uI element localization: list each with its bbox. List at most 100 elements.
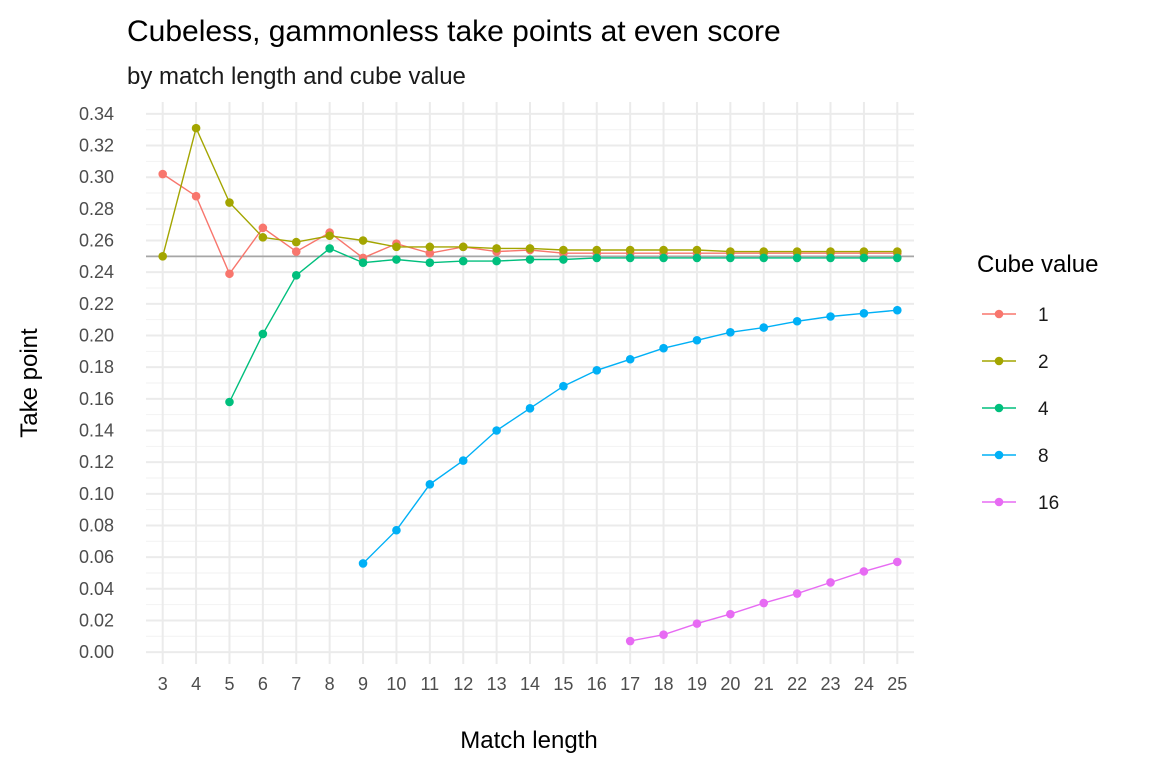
x-tick-label: 6 xyxy=(258,674,268,694)
legend-key-point xyxy=(994,403,1004,413)
data-point xyxy=(792,247,802,256)
y-tick-label: 0.32 xyxy=(79,136,114,156)
x-tick-label: 18 xyxy=(654,674,674,694)
data-point xyxy=(726,253,735,263)
data-point xyxy=(859,247,869,256)
legend-label: 1 xyxy=(1038,305,1049,326)
data-point xyxy=(559,381,568,391)
data-point xyxy=(759,247,769,256)
data-point xyxy=(692,245,702,255)
data-point xyxy=(692,335,702,345)
series-layer xyxy=(158,123,902,646)
data-point xyxy=(425,248,435,258)
x-tick-label: 9 xyxy=(358,674,368,694)
y-tick-label: 0.10 xyxy=(79,484,114,504)
data-point xyxy=(759,598,769,608)
y-tick-label: 0.08 xyxy=(79,515,114,535)
data-point xyxy=(392,525,401,535)
x-tick-label: 10 xyxy=(386,674,406,694)
legend-items: 1 2 4 8 16 xyxy=(982,305,1059,514)
data-point xyxy=(458,242,468,252)
x-tick-label: 19 xyxy=(687,674,707,694)
data-point xyxy=(859,567,869,576)
data-point xyxy=(792,589,802,598)
legend-item-2: 2 xyxy=(982,352,1049,373)
x-tick-label: 4 xyxy=(191,674,201,694)
data-point xyxy=(358,236,368,245)
data-point xyxy=(792,253,802,263)
x-tick-label: 14 xyxy=(520,674,540,694)
data-point xyxy=(726,247,735,256)
y-tick-label: 0.30 xyxy=(79,167,114,187)
data-point xyxy=(258,223,268,233)
y-tick-label: 0.14 xyxy=(79,420,114,440)
y-tick-label: 0.16 xyxy=(79,389,114,409)
data-point xyxy=(358,258,368,267)
grid-layer xyxy=(146,102,914,664)
x-tick-label: 24 xyxy=(854,674,874,694)
data-point xyxy=(158,169,167,179)
data-point xyxy=(258,329,268,339)
x-tick-label: 21 xyxy=(754,674,774,694)
data-point xyxy=(525,255,535,264)
legend-label: 2 xyxy=(1038,352,1049,373)
y-tick-label: 0.34 xyxy=(79,104,114,124)
data-point xyxy=(291,237,301,247)
data-point xyxy=(592,253,602,263)
data-point xyxy=(625,245,635,255)
legend-label: 16 xyxy=(1038,493,1059,514)
data-point xyxy=(759,253,769,263)
data-point xyxy=(225,198,234,207)
legend-item-4: 4 xyxy=(982,399,1049,420)
x-tick-label: 3 xyxy=(158,674,168,694)
data-point xyxy=(425,258,435,267)
data-point xyxy=(625,636,635,646)
x-tick-label: 7 xyxy=(291,674,301,694)
data-point xyxy=(158,252,167,261)
data-point xyxy=(325,231,334,241)
x-tick-label: 16 xyxy=(587,674,607,694)
data-point xyxy=(525,404,535,413)
x-tick-labels: 3 4 5 6 7 8 9 10 11 12 13 14 15 16 17 18 19 20 21 22 23 24 25 xyxy=(158,674,908,694)
data-point xyxy=(392,242,401,252)
data-point xyxy=(859,253,869,263)
legend-key-point xyxy=(994,309,1004,319)
y-tick-label: 0.06 xyxy=(79,547,114,567)
data-point xyxy=(425,480,435,489)
data-point xyxy=(726,609,735,619)
y-tick-labels: 0.00 0.02 0.04 0.06 0.08 0.10 0.12 0.14 0.16 0.18… xyxy=(79,104,114,662)
data-point xyxy=(592,366,602,375)
data-point xyxy=(826,247,835,256)
x-tick-label: 23 xyxy=(821,674,841,694)
x-tick-label: 15 xyxy=(553,674,573,694)
legend-item-8: 8 xyxy=(982,446,1049,467)
y-tick-label: 0.12 xyxy=(79,452,114,472)
legend: Cube value 1 2 4 8 16 xyxy=(977,251,1098,514)
x-tick-label: 5 xyxy=(224,674,234,694)
data-point xyxy=(225,269,234,279)
series-4 xyxy=(225,244,902,407)
y-tick-label: 0.22 xyxy=(79,294,114,314)
x-tick-label: 11 xyxy=(420,674,439,694)
y-tick-label: 0.00 xyxy=(79,642,114,662)
series-8 xyxy=(358,305,902,568)
y-tick-label: 0.28 xyxy=(79,199,114,219)
data-point xyxy=(425,242,435,252)
y-tick-label: 0.24 xyxy=(79,262,114,282)
legend-key-point xyxy=(994,356,1004,366)
data-point xyxy=(692,619,702,628)
data-point xyxy=(291,247,301,256)
data-point xyxy=(893,557,902,567)
legend-item-1: 1 xyxy=(982,305,1049,326)
y-tick-label: 0.20 xyxy=(79,326,114,346)
x-axis-title: Match length xyxy=(460,727,597,754)
data-point xyxy=(559,255,568,264)
data-point xyxy=(525,244,535,253)
data-point xyxy=(492,244,501,253)
data-point xyxy=(325,244,334,253)
data-point xyxy=(792,316,802,326)
x-tick-label: 22 xyxy=(787,674,807,694)
legend-label: 8 xyxy=(1038,446,1049,467)
data-point xyxy=(659,630,668,640)
